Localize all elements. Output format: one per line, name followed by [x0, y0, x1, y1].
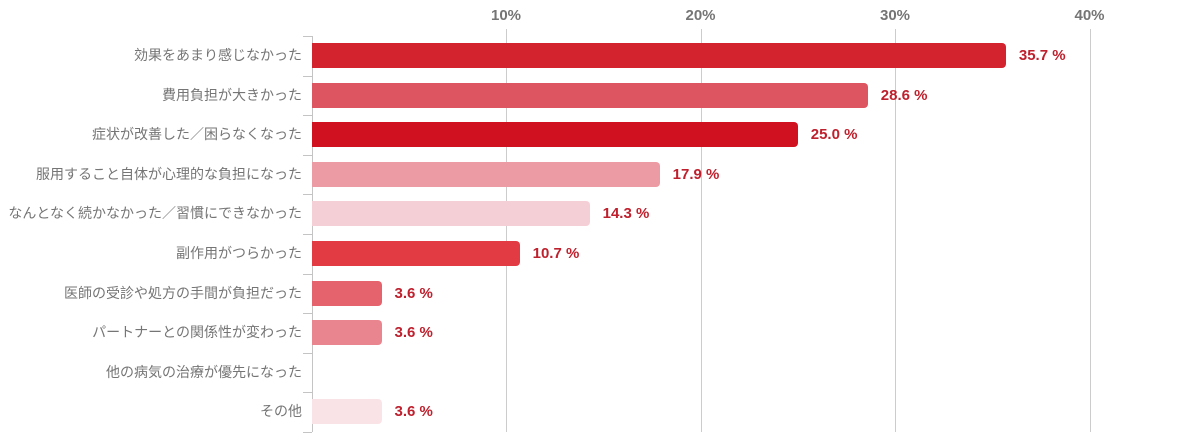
bar: [312, 82, 869, 108]
x-axis-tick-label: 20%: [685, 7, 716, 24]
y-axis-row-tick: [302, 115, 312, 117]
gridline-10%: [506, 29, 507, 432]
value-label: 3.6 %: [394, 284, 433, 302]
gridline-40%: [1089, 29, 1091, 432]
y-axis-row-tick: [302, 273, 312, 275]
y-axis-row-tick: [302, 194, 312, 196]
bar: [312, 320, 383, 346]
category-label: 費用負担が大きかった: [162, 86, 302, 103]
category-label: 他の病気の治療が優先になった: [106, 363, 302, 380]
category-label: 副作用がつらかった: [176, 245, 302, 261]
bar: [312, 43, 1007, 68]
x-axis-tick-label: 30%: [879, 7, 911, 24]
value-label: 3.6 %: [394, 324, 433, 342]
value-label: 10.7 %: [532, 245, 580, 262]
value-label: 3.6 %: [394, 403, 433, 421]
bar: [312, 122, 799, 148]
category-label: その他: [260, 403, 302, 420]
y-axis-row-tick: [302, 392, 312, 394]
value-label: 28.6 %: [880, 86, 928, 104]
gridline-30%: [895, 29, 896, 432]
bar: [312, 201, 591, 227]
category-label: 医師の受診や処方の手間が負担だった: [64, 284, 302, 301]
category-label: 服用すること自体が心理的な負担になった: [36, 165, 302, 182]
y-axis-line: [311, 36, 313, 432]
category-label: 症状が改善した／困らなくなった: [92, 126, 302, 143]
value-label: 35.7 %: [1018, 47, 1066, 64]
y-axis-row-tick: [302, 75, 312, 77]
x-axis-tick-label: 10%: [490, 7, 522, 24]
bar: [312, 161, 661, 187]
value-label: 17.9 %: [672, 165, 720, 183]
bar: [312, 280, 383, 306]
y-axis-row-tick: [302, 432, 312, 433]
bar: [312, 241, 521, 266]
category-label: なんとなく続かなかった／習慣にできなかった: [8, 205, 302, 222]
y-axis-row-tick: [302, 154, 312, 156]
value-label: 25.0 %: [810, 126, 858, 144]
y-axis-row-tick: [302, 313, 312, 315]
y-axis-row-tick: [302, 234, 312, 235]
category-label: 効果をあまり感じなかった: [134, 47, 302, 63]
value-label: 14.3 %: [602, 205, 650, 223]
bar: [312, 399, 383, 425]
x-axis-tick-label: 40%: [1074, 7, 1105, 24]
gridline-20%: [700, 29, 702, 432]
y-axis-row-tick: [302, 36, 312, 37]
category-label: パートナーとの関係性が変わった: [92, 324, 302, 341]
y-axis-row-tick: [302, 352, 312, 354]
